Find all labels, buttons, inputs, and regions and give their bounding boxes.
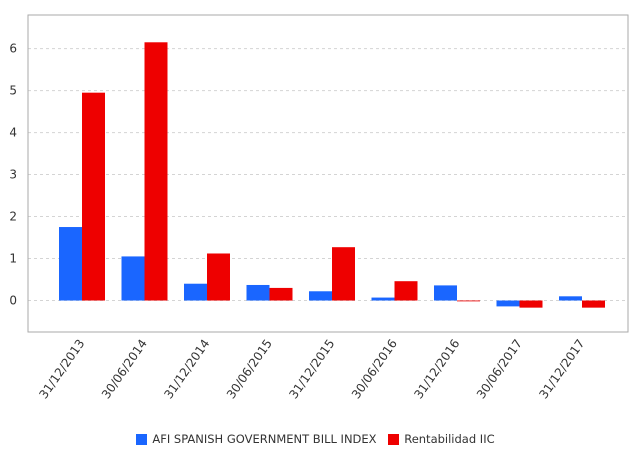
y-tick-label: 0 — [9, 294, 17, 308]
x-tick-label: 31/12/2016 — [411, 337, 462, 402]
x-axis-tick-labels: 31/12/2013 30/06/2014 31/12/2014 30/06/2015… — [36, 337, 587, 402]
legend-label-rentabilidad: Rentabilidad IIC — [404, 432, 495, 446]
bar-rentabilidad — [582, 300, 605, 308]
legend-item-afi: AFI SPANISH GOVERNMENT BILL INDEX — [136, 432, 377, 446]
bar-rentabilidad — [269, 287, 293, 301]
bar-afi — [246, 284, 270, 301]
y-tick-label: 1 — [9, 252, 17, 266]
x-tick-label: 30/06/2017 — [474, 337, 525, 402]
x-tick-label: 31/12/2013 — [36, 337, 87, 402]
bar-rentabilidad — [332, 247, 355, 301]
bar-afi — [184, 283, 207, 301]
bar-rentabilidad — [82, 92, 105, 301]
legend: AFI SPANISH GOVERNMENT BILL INDEX Rentab… — [0, 432, 631, 448]
bar-rentabilidad — [394, 281, 418, 301]
y-tick-label: 4 — [9, 126, 17, 140]
gridlines — [28, 48, 628, 302]
plot-area-border — [27, 14, 629, 333]
x-tick-label: 30/06/2015 — [224, 337, 275, 402]
bar-rentabilidad — [144, 42, 168, 301]
x-tick-label: 31/12/2014 — [161, 337, 212, 402]
bar-afi — [371, 297, 395, 301]
legend-swatch-rentabilidad — [388, 433, 400, 445]
x-tick-label: 30/06/2014 — [99, 337, 150, 402]
y-tick-label: 3 — [9, 168, 17, 182]
bar-afi — [309, 291, 332, 301]
legend-label-afi: AFI SPANISH GOVERNMENT BILL INDEX — [152, 432, 377, 446]
bar-afi — [121, 256, 145, 301]
bars — [59, 42, 605, 308]
bar-rentabilidad — [207, 253, 230, 301]
bar-rentabilidad — [519, 300, 543, 308]
bar-afi — [59, 227, 82, 301]
y-tick-label: 5 — [9, 84, 17, 98]
x-tick-label: 31/12/2015 — [286, 337, 337, 402]
x-tick-label: 30/06/2016 — [349, 337, 400, 402]
legend-swatch-afi — [136, 433, 148, 445]
y-tick-label: 6 — [9, 42, 17, 56]
y-tick-label: 2 — [9, 210, 17, 224]
bar-afi — [559, 296, 582, 301]
bar-rentabilidad — [457, 300, 480, 302]
y-axis-tick-labels: 0 1 2 3 4 5 6 — [9, 42, 17, 308]
legend-item-rentabilidad: Rentabilidad IIC — [388, 432, 495, 446]
x-tick-label: 31/12/2017 — [536, 337, 587, 402]
bar-afi — [434, 285, 457, 301]
bar-afi — [496, 300, 520, 307]
